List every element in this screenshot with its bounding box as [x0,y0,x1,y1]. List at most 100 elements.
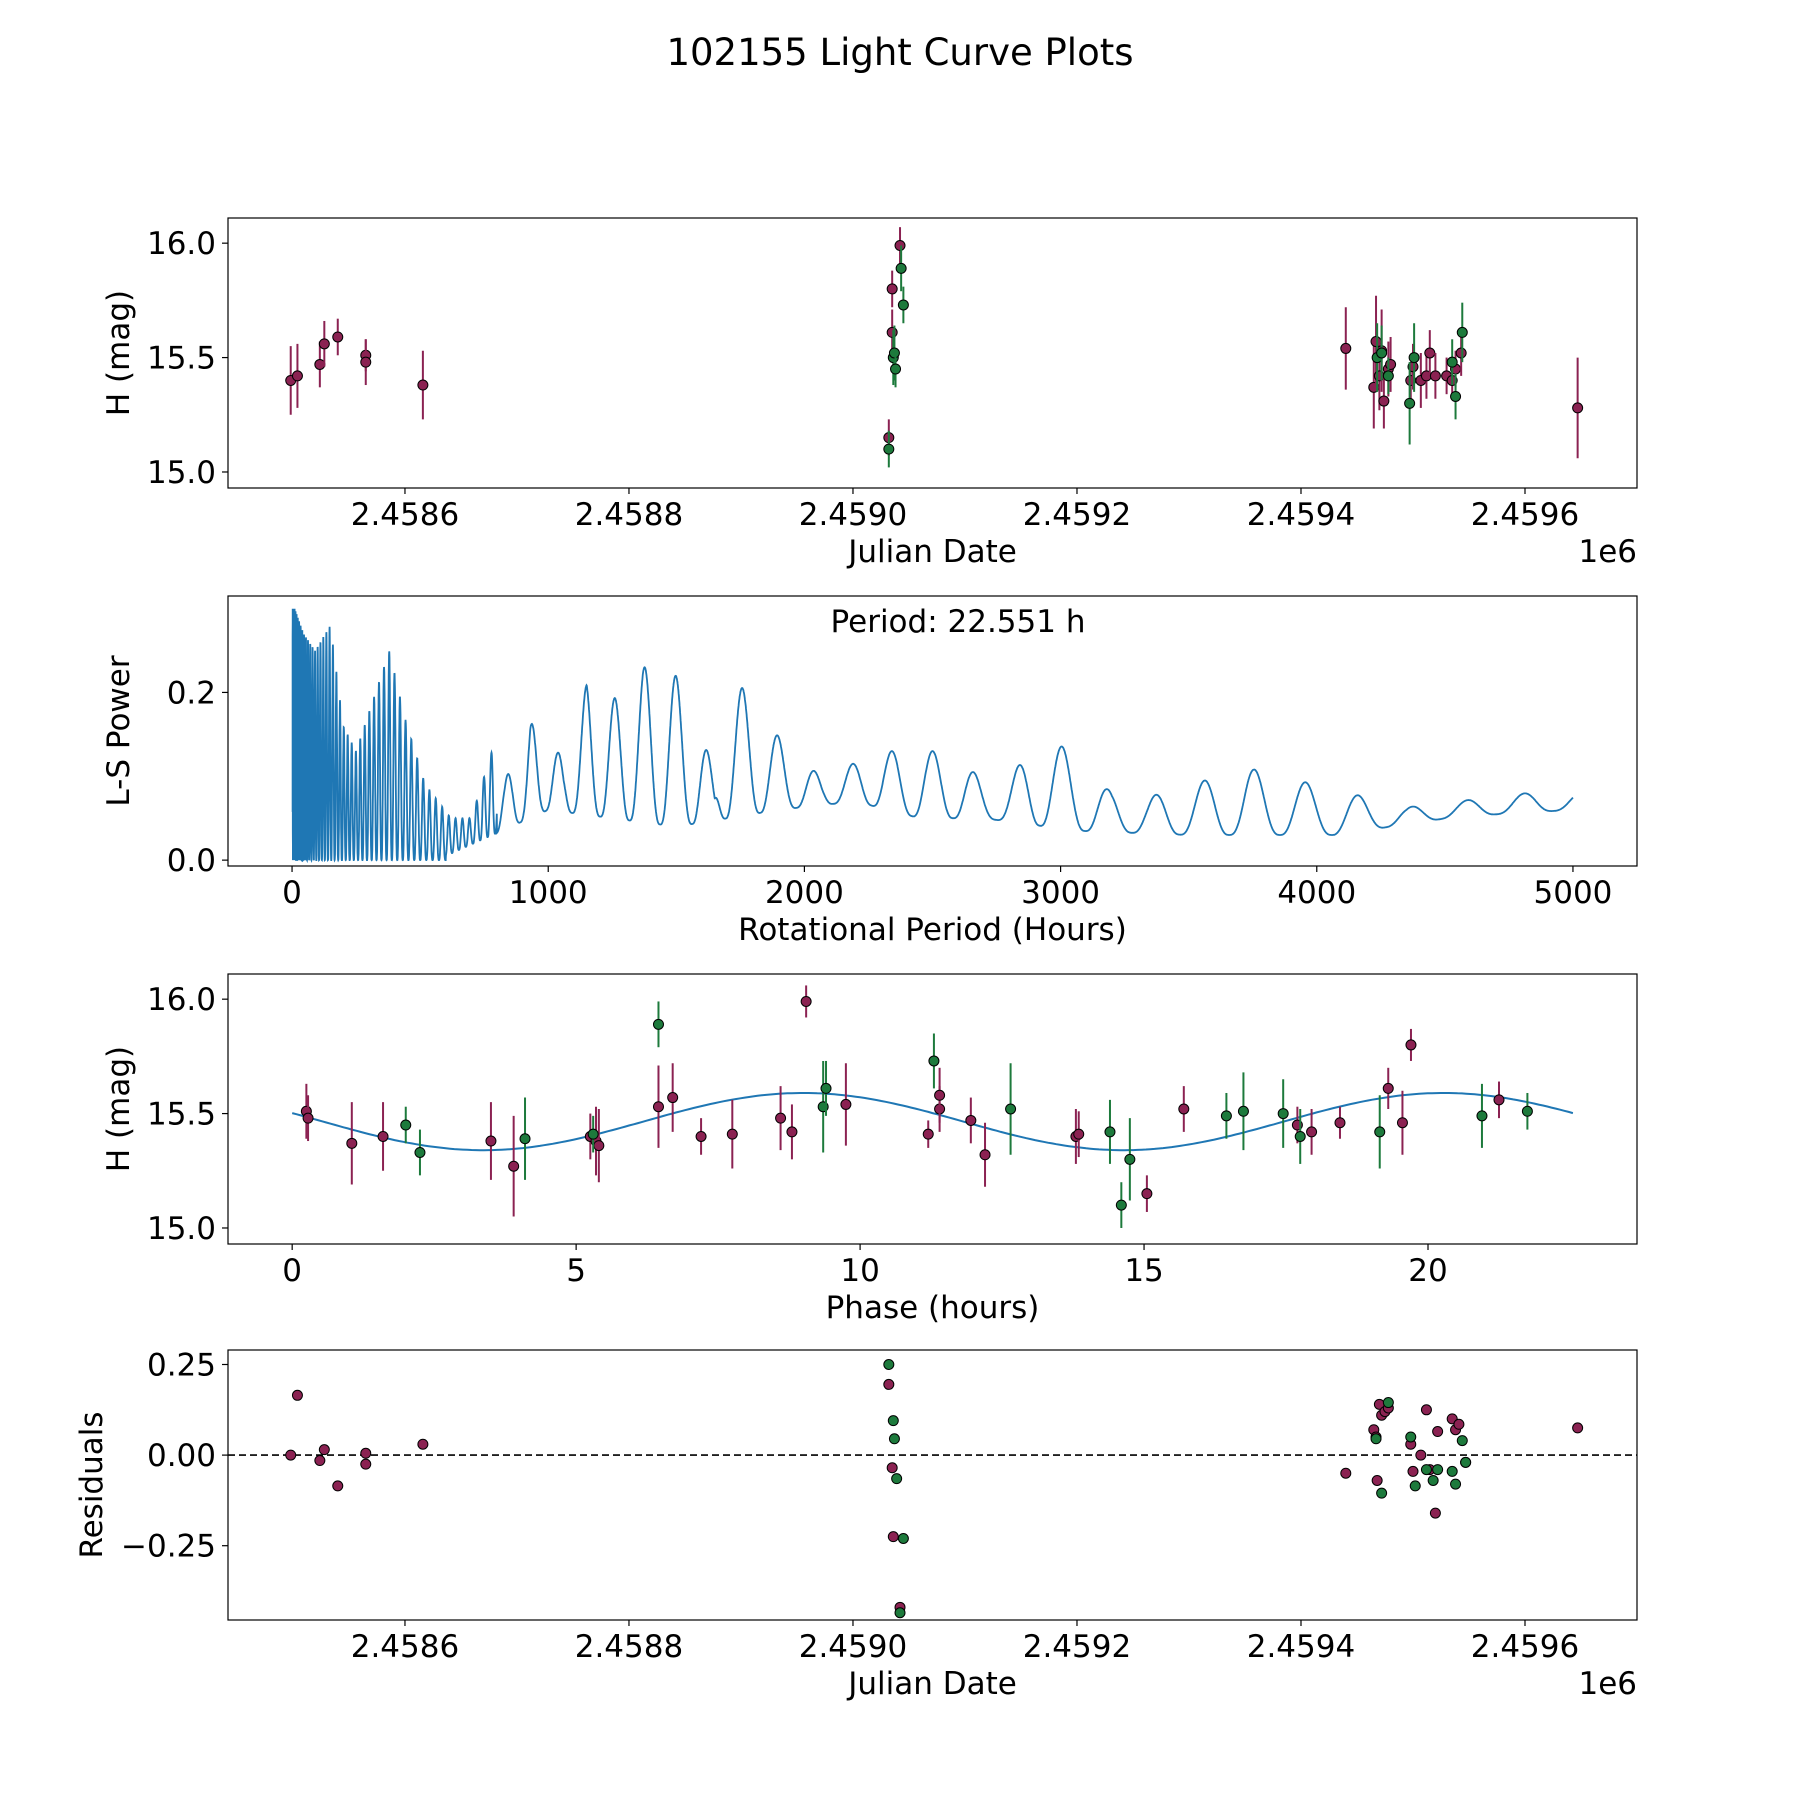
p3-point-green [928,1055,940,1067]
p3-xtick-label: 5 [566,1253,586,1289]
p2-xtick-label: 4000 [1277,875,1356,911]
p3-point-green [1374,1126,1386,1138]
p1-point-maroon [886,283,898,295]
p2-xtick-label: 5000 [1534,875,1613,911]
p2-ytick-label: 0.2 [167,675,216,711]
p4-point-green [887,1415,899,1427]
p4-point-maroon [1371,1474,1383,1486]
p3-point-maroon [302,1112,314,1124]
p3-ytick-label: 15.5 [147,1097,216,1133]
p4-point-maroon [1572,1422,1584,1434]
p4-point-green [1409,1480,1421,1492]
p1-point-green [1408,352,1420,364]
p3-point-maroon [1382,1082,1394,1094]
p2-xtick-label: 0 [282,875,302,911]
p1-point-maroon [318,338,330,350]
p3-xtick-label: 10 [840,1253,879,1289]
p3-point-green [1005,1103,1017,1115]
p4-point-green [1376,1487,1388,1499]
p3-ytick-label: 15.0 [147,1211,216,1247]
p3-fit-curve [291,1092,1574,1152]
p3-point-maroon [726,1128,738,1140]
p1-point-green [1382,370,1394,382]
p1-point-maroon [332,331,344,343]
p1-point-green [1376,347,1388,359]
p4-point-maroon [1453,1418,1465,1430]
p1-xtick-label: 2.4586 [351,497,459,533]
p4-point-maroon [886,1462,898,1474]
p4-xtick-label: 2.4592 [1023,1629,1131,1665]
p3-point-maroon [377,1130,389,1142]
p1-axes-frame [227,217,1638,489]
p4-point-green [1405,1431,1417,1443]
p1-point-maroon [1378,395,1390,407]
p1-point-maroon [886,326,898,338]
p3-point-green [1294,1130,1306,1142]
panel-periodogram: 0 1000 2000 3000 4000 5000 0.0 0.2 Rotational Pe… [101,595,1638,948]
p1-point-maroon [291,370,303,382]
p3-ytick-label: 16.0 [147,982,216,1018]
p4-point-green [1446,1465,1458,1477]
p4-point-green [1420,1464,1432,1476]
p3-point-green [1476,1110,1488,1122]
p4-axes-frame [227,1349,1638,1621]
p2-ylabel: L-S Power [101,655,137,806]
panel-phased-curve: 0 5 10 15 20 15.0 15.5 16.0 Phase (hours) H (mag) [101,973,1638,1326]
p1-point-maroon [894,239,906,251]
p3-point-maroon [593,1140,605,1152]
p1-xtick-label: 2.4590 [799,497,907,533]
p4-point-green [894,1607,906,1619]
p3-point-maroon [485,1135,497,1147]
p1-offset-label: 1e6 [1578,534,1637,570]
p4-ytick-label: 0.25 [147,1347,216,1383]
p4-point-maroon [1407,1465,1419,1477]
p4-point-maroon [417,1438,429,1450]
p3-point-maroon [1141,1188,1153,1200]
p1-point-green [897,299,909,311]
p3-point-maroon [800,995,812,1007]
p1-xlabel: Julian Date [846,534,1017,570]
p4-point-maroon [360,1447,372,1459]
p2-period-annotation: Period: 22.551 h [831,604,1086,640]
p3-point-green [1277,1108,1289,1120]
p3-xtick-label: 0 [282,1253,302,1289]
p4-point-maroon [1420,1404,1432,1416]
p4-point-maroon [360,1458,372,1470]
p3-point-green [519,1133,531,1145]
p3-point-green [1220,1110,1232,1122]
p3-axes-frame [227,973,1638,1245]
p3-point-maroon [652,1101,664,1113]
panel-light-curve: 2.4586 2.4588 2.4590 2.4592 2.4594 2.4596 15.0… [101,217,1638,570]
p3-point-green [1115,1199,1127,1211]
p1-point-green [883,443,895,455]
p3-point-green [400,1119,412,1131]
p1-point-maroon [1429,370,1441,382]
p1-point-green [1456,326,1468,338]
p1-ytick-label: 16.0 [147,226,216,262]
p1-xtick-label: 2.4594 [1247,497,1355,533]
p1-point-maroon [1385,358,1397,370]
p1-point-green [888,347,900,359]
p2-xlabel: Rotational Period (Hours) [738,912,1127,948]
p1-xtick-label: 2.4592 [1023,497,1131,533]
p1-xtick-label: 2.4596 [1471,497,1579,533]
p4-point-maroon [314,1455,326,1467]
p3-point-maroon [1493,1094,1505,1106]
p3-point-maroon [1334,1117,1346,1129]
p4-xtick-label: 2.4588 [575,1629,683,1665]
p1-point-maroon [417,379,429,391]
p3-point-maroon [786,1126,798,1138]
p1-point-maroon [1572,402,1584,414]
p4-point-maroon [883,1378,895,1390]
p1-point-green [890,363,902,375]
p1-ytick-label: 15.0 [147,455,216,491]
p1-point-green [1450,390,1462,402]
p3-xlabel: Phase (hours) [826,1290,1040,1326]
p4-point-green [897,1532,909,1544]
p1-point-maroon [1455,347,1467,359]
p2-axes-frame [227,595,1638,867]
p4-point-green [1382,1397,1394,1409]
p3-point-maroon [667,1092,679,1104]
p3-point-maroon [1073,1128,1085,1140]
p2-periodogram-line [291,608,1574,864]
